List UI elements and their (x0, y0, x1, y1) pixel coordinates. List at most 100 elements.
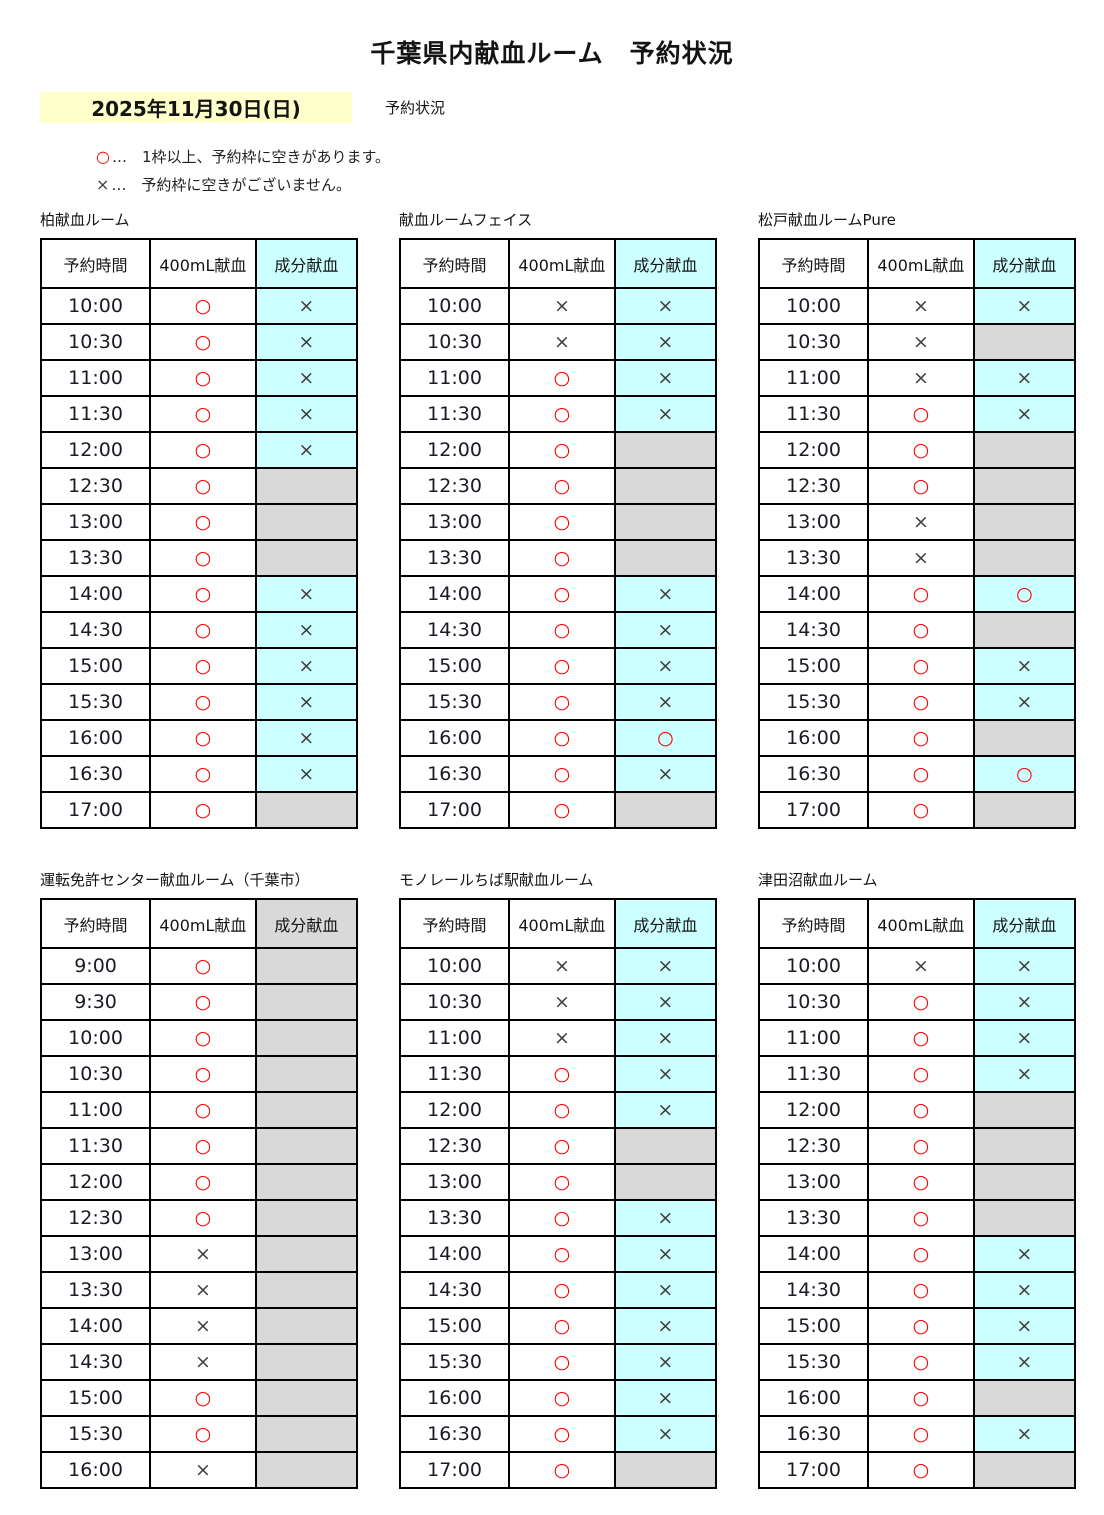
time-cell: 14:30 (757, 1271, 870, 1309)
slot-400ml-status: ○ (867, 1379, 975, 1417)
time-cell: 15:00 (39, 647, 152, 685)
available-circle-icon: ○ (912, 1099, 930, 1121)
full-cross-icon: × (912, 547, 929, 569)
slot-400ml-status: × (867, 323, 975, 361)
slot-component-status (254, 1271, 359, 1309)
ml400-column-header: 400mL献血 (508, 898, 616, 949)
slot-component-status: × (254, 719, 359, 757)
table-row: 11:00 × × (757, 359, 1077, 397)
full-cross-icon: × (657, 691, 674, 713)
table-row: 16:00 ○ ○ (398, 719, 718, 757)
slot-component-status: × (972, 395, 1077, 433)
slot-400ml-status: × (867, 947, 975, 985)
time-cell: 16:00 (757, 719, 870, 757)
table-row: 11:30 ○ (39, 1127, 359, 1165)
slot-component-status: × (972, 1235, 1077, 1273)
slot-component-status (254, 791, 359, 829)
table-row: 9:00 ○ (39, 947, 359, 985)
time-cell: 11:30 (757, 395, 870, 433)
time-cell: 16:00 (39, 719, 152, 757)
time-cell: 11:00 (39, 359, 152, 397)
slot-component-status: × (613, 395, 718, 433)
slot-component-status: × (972, 983, 1077, 1021)
available-circle-icon: ○ (912, 655, 930, 677)
ml400-column-header: 400mL献血 (149, 238, 257, 289)
available-circle-icon: ○ (553, 1099, 571, 1121)
slot-component-status: × (254, 431, 359, 469)
full-cross-icon: × (657, 955, 674, 977)
table-row: 11:30 ○ × (39, 395, 359, 433)
time-column-header: 予約時間 (757, 898, 870, 949)
reservation-table: 予約時間 400mL献血 成分献血 10:00 × × 10:30 × × 11:00 × × 11:3… (398, 898, 718, 1489)
slot-component-status: × (613, 323, 718, 361)
slot-component-status (254, 1235, 359, 1273)
slot-component-status: × (613, 755, 718, 793)
slot-400ml-status: ○ (149, 1199, 257, 1237)
component-column-header: 成分献血 (254, 238, 359, 289)
table-row: 14:30 ○ × (757, 1271, 1077, 1309)
full-cross-icon: × (1016, 955, 1033, 977)
full-cross-icon: × (1016, 367, 1033, 389)
slot-component-status (972, 1379, 1077, 1417)
slot-400ml-status: ○ (508, 683, 616, 721)
available-circle-icon: ○ (553, 727, 571, 749)
available-circle-icon: ○ (912, 619, 930, 641)
full-cross-icon: × (657, 403, 674, 425)
table-row: 13:00 × (757, 503, 1077, 541)
table-row: 13:00 ○ (39, 503, 359, 541)
time-cell: 13:00 (398, 503, 511, 541)
slot-component-status (972, 1127, 1077, 1165)
time-cell: 13:30 (757, 539, 870, 577)
full-cross-icon: × (657, 1063, 674, 1085)
available-circle-icon: ○ (194, 1027, 212, 1049)
available-circle-icon: ○ (553, 1351, 571, 1373)
full-cross-icon: × (298, 727, 315, 749)
available-circle-icon: ○ (1016, 763, 1033, 785)
available-circle-icon: ○ (912, 1387, 930, 1409)
full-cross-icon: × (657, 295, 674, 317)
slot-400ml-status: × (508, 1019, 616, 1057)
full-cross-icon: × (1016, 1315, 1033, 1337)
full-cross-icon: × (298, 763, 315, 785)
table-row: 15:30 ○ × (39, 683, 359, 721)
time-cell: 12:30 (39, 1199, 152, 1237)
table-row: 10:30 × (757, 323, 1077, 361)
available-circle-icon: ○ (194, 331, 212, 353)
slot-400ml-status: ○ (149, 287, 257, 325)
table-row: 14:30 ○ × (398, 1271, 718, 1309)
slot-400ml-status: ○ (508, 1271, 616, 1309)
available-circle-icon: ○ (553, 1387, 571, 1409)
time-cell: 15:30 (39, 683, 152, 721)
full-cross-icon: × (1016, 1351, 1033, 1373)
table-row: 13:30 × (757, 539, 1077, 577)
time-cell: 14:30 (39, 611, 152, 649)
legend: ○ … 1枠以上、予約枠に空きがあります。 × … 予約枠に空きがございません。 (96, 143, 1104, 199)
table-row: 15:30 ○ × (757, 683, 1077, 721)
reservation-table: 予約時間 400mL献血 成分献血 9:00 ○ 9:30 ○ 10:00 ○ 10:30 ○ 11:… (39, 898, 359, 1489)
available-circle-icon: ○ (912, 799, 930, 821)
slot-component-status (254, 1199, 359, 1237)
slot-400ml-status: ○ (508, 395, 616, 433)
available-circle-icon: ○ (194, 367, 212, 389)
table-row: 14:30 ○ × (39, 611, 359, 649)
slot-component-status: × (613, 1415, 718, 1453)
date-text: 2025年11月30日(日) (91, 97, 301, 121)
slot-400ml-status: ○ (149, 719, 257, 757)
available-circle-icon: ○ (194, 439, 212, 461)
available-circle-icon: ○ (194, 1207, 212, 1229)
table-header-row: 予約時間 400mL献血 成分献血 (398, 238, 718, 289)
slot-component-status: × (254, 647, 359, 685)
table-row: 17:00 ○ (398, 1451, 718, 1489)
time-cell: 15:30 (757, 1343, 870, 1381)
table-row: 16:30 ○ × (39, 755, 359, 793)
time-cell: 12:00 (398, 1091, 511, 1129)
time-cell: 17:00 (757, 1451, 870, 1489)
slot-400ml-status: ○ (508, 1235, 616, 1273)
time-cell: 12:30 (39, 467, 152, 505)
slot-400ml-status: ○ (867, 575, 975, 613)
time-cell: 17:00 (398, 791, 511, 829)
slot-400ml-status: ○ (149, 611, 257, 649)
table-row: 16:30 ○ ○ (757, 755, 1077, 793)
time-cell: 16:00 (39, 1451, 152, 1489)
available-circle-icon: ○ (553, 1243, 571, 1265)
